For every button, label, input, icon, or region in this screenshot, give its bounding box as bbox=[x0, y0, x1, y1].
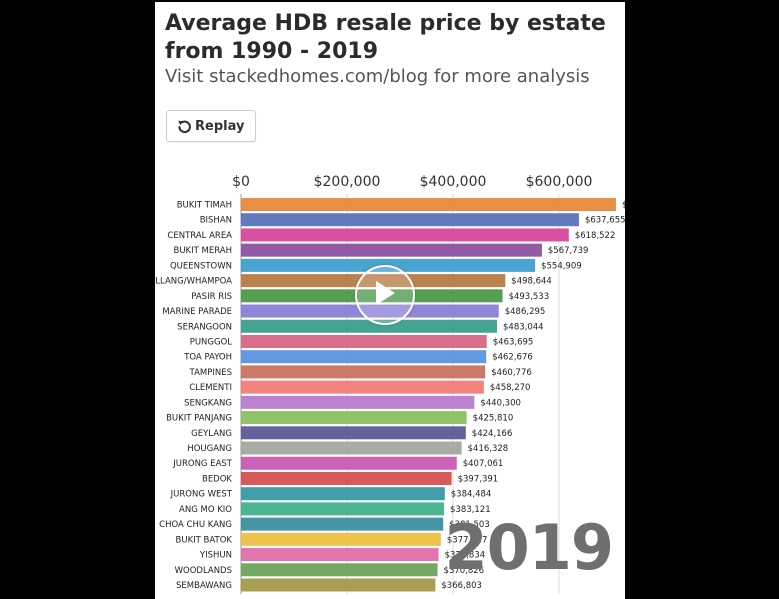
value-label: $618,522 bbox=[575, 231, 616, 241]
value-label: $493,533 bbox=[509, 292, 550, 302]
value-label: $372,834 bbox=[445, 551, 486, 561]
value-label: $637,655 bbox=[585, 216, 625, 226]
category-label: JURONG EAST bbox=[172, 459, 233, 469]
bar bbox=[241, 243, 542, 257]
value-label: $383,121 bbox=[450, 505, 491, 515]
value-label: $554,909 bbox=[541, 261, 582, 271]
value-label: $463,695 bbox=[493, 337, 534, 347]
bar bbox=[241, 198, 616, 211]
bar bbox=[241, 411, 467, 425]
category-label: WOODLANDS bbox=[175, 566, 232, 576]
chart-panel: Average HDB resale price by estate from … bbox=[155, 2, 625, 599]
value-label: $366,803 bbox=[441, 581, 482, 591]
chart-title: Average HDB resale price by estate from … bbox=[165, 11, 606, 64]
bar bbox=[241, 350, 487, 364]
value-label: $440,300 bbox=[480, 398, 521, 408]
bar bbox=[241, 548, 439, 562]
value-label: $707,456 bbox=[622, 201, 625, 211]
replay-label: Replay bbox=[195, 118, 245, 134]
bar bbox=[241, 365, 486, 379]
bar bbox=[241, 471, 452, 485]
category-label: JURONG WEST bbox=[170, 490, 233, 500]
bar bbox=[241, 578, 436, 592]
value-label: $486,295 bbox=[505, 307, 546, 317]
x-tick-label: $200,000 bbox=[314, 174, 381, 190]
year-label: 2019 bbox=[444, 511, 614, 584]
value-label: $458,270 bbox=[490, 383, 531, 393]
bar bbox=[241, 213, 579, 227]
x-tick-label: $600,000 bbox=[526, 174, 593, 190]
category-label: TOA PAYOH bbox=[183, 353, 232, 363]
x-tick-label: $400,000 bbox=[420, 174, 487, 190]
category-label: SENGKANG bbox=[184, 398, 232, 408]
bar bbox=[241, 456, 457, 470]
category-label: MARINE PARADE bbox=[162, 307, 232, 317]
bar bbox=[241, 563, 438, 577]
value-label: $397,391 bbox=[458, 474, 499, 484]
bar bbox=[241, 380, 484, 394]
category-label: BEDOK bbox=[202, 474, 232, 484]
category-label: SEMBAWANG bbox=[176, 581, 232, 591]
category-label: PUNGGOL bbox=[190, 337, 233, 347]
category-label: BISHAN bbox=[200, 216, 232, 226]
bar bbox=[241, 441, 462, 455]
bar bbox=[241, 395, 475, 409]
value-label: $425,810 bbox=[473, 414, 514, 424]
category-label: ANG MO KIO bbox=[179, 505, 232, 515]
bar bbox=[241, 319, 498, 333]
value-label: $462,676 bbox=[492, 353, 533, 363]
category-label: BUKIT MERAH bbox=[174, 246, 233, 256]
bar bbox=[241, 487, 445, 501]
value-label: $498,644 bbox=[511, 277, 552, 287]
value-label: $424,166 bbox=[472, 429, 513, 439]
value-label: $370,826 bbox=[444, 566, 485, 576]
bar-chart: $0 $200,000 $400,000 $600,000 BUKIT TIMAH $70… bbox=[155, 174, 625, 594]
value-label: $483,044 bbox=[503, 322, 544, 332]
category-label: BUKIT PANJANG bbox=[166, 414, 232, 424]
value-label: $460,776 bbox=[491, 368, 532, 378]
bar bbox=[241, 502, 445, 516]
category-label: TAMPINES bbox=[189, 368, 232, 378]
chart-subtitle: Visit stackedhomes.com/blog for more ana… bbox=[165, 66, 590, 87]
value-label: $384,484 bbox=[451, 490, 492, 500]
x-tick-label: $0 bbox=[232, 174, 250, 190]
bar bbox=[241, 426, 466, 440]
category-label: GEYLANG bbox=[191, 429, 232, 439]
value-label: $567,739 bbox=[548, 246, 589, 256]
category-label: CENTRAL AREA bbox=[167, 231, 232, 241]
bar bbox=[241, 532, 441, 546]
category-label: BUKIT BATOK bbox=[176, 535, 233, 545]
play-button[interactable] bbox=[355, 265, 415, 325]
value-label: $407,061 bbox=[463, 459, 504, 469]
value-label: $381,503 bbox=[449, 520, 490, 530]
value-label: $377,127 bbox=[447, 535, 488, 545]
category-label: QUEENSTOWN bbox=[170, 261, 232, 271]
category-label: LLANG/WHAMPOA bbox=[155, 277, 232, 287]
category-label: HOUGANG bbox=[187, 444, 232, 454]
replay-button[interactable]: Replay bbox=[166, 110, 257, 142]
bar bbox=[241, 228, 569, 242]
bar bbox=[241, 517, 444, 531]
category-label: CLEMENTI bbox=[189, 383, 232, 393]
replay-icon bbox=[177, 119, 192, 134]
category-label: PASIR RIS bbox=[191, 292, 232, 302]
category-label: CHOA CHU KANG bbox=[159, 520, 232, 530]
category-label: BUKIT TIMAH bbox=[177, 201, 232, 211]
category-label: YISHUN bbox=[199, 551, 232, 561]
bar bbox=[241, 334, 487, 348]
value-label: $416,328 bbox=[468, 444, 509, 454]
category-label: SERANGOON bbox=[177, 322, 232, 332]
